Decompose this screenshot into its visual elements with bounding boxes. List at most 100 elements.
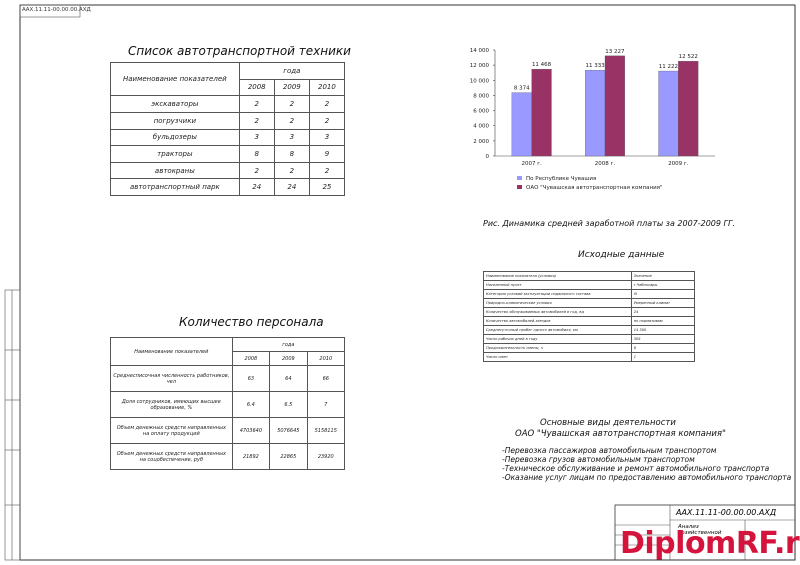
header-cell: года bbox=[238, 62, 346, 80]
title-block-code: ААХ.11.11-00.00.00.АХД bbox=[676, 508, 777, 517]
value-cell: 63 bbox=[231, 365, 271, 392]
table-row: Число смен 1 bbox=[483, 352, 696, 362]
y-tick-label: 0 bbox=[486, 154, 490, 160]
equipment-table: Наименование показателей года 2008 2009 2010… bbox=[110, 61, 346, 196]
header-cell: Наименование показателей bbox=[110, 61, 240, 97]
x-tick-label: 2008 г. bbox=[595, 161, 616, 167]
value-cell: 2 bbox=[273, 161, 310, 180]
activity-item: -Техническое обслуживание и ремонт автом… bbox=[502, 464, 770, 473]
label-cell: автокраны bbox=[110, 161, 240, 180]
header-row: 2008 2009 2010 bbox=[111, 78, 346, 97]
table-row: тракторы 8 8 9 bbox=[110, 145, 346, 163]
year-cell: 2010 bbox=[308, 78, 346, 97]
cell: Число смен bbox=[483, 352, 632, 362]
cell: Количество автомобилей-заездов bbox=[483, 316, 632, 326]
personnel-table: Наименование показателей года 2008 2009 2010… bbox=[110, 337, 346, 470]
value-cell: 9 bbox=[308, 145, 346, 163]
value-cell: 8 bbox=[238, 145, 275, 163]
value-cell: 8 bbox=[273, 145, 310, 163]
table-row: автокраны 2 2 2 bbox=[110, 161, 346, 180]
value-cell: 3 bbox=[273, 128, 310, 147]
legend-swatch bbox=[517, 185, 522, 189]
value-cell: 66 bbox=[306, 365, 346, 392]
value-cell: 2 bbox=[238, 161, 275, 180]
table-row: Природно-климатические условия Умеренный … bbox=[483, 298, 696, 308]
value-cell: 2 bbox=[308, 95, 346, 113]
cell: Среднесуточный пробег одного автомобиля,… bbox=[483, 325, 632, 335]
header-row: Наименование показателей года bbox=[110, 61, 346, 97]
label-cell: Объем денежных средств направленных на о… bbox=[110, 417, 233, 444]
cell: Природно-климатические условия bbox=[483, 298, 632, 308]
bar bbox=[604, 55, 625, 157]
cell: Количество обслуживаемых автомобилей в г… bbox=[483, 307, 632, 317]
cell: г.Чебоксары bbox=[630, 280, 696, 290]
label-cell: тракторы bbox=[110, 145, 240, 163]
activity-list: -Перевозка пассажиров автомобильным тран… bbox=[502, 446, 791, 482]
y-tick-label: 10 000 bbox=[470, 78, 490, 84]
value-cell: 25 bbox=[308, 178, 346, 196]
year-cell: 2009 bbox=[269, 351, 308, 366]
legend-label: ОАО "Чувашская автотранспортная компания… bbox=[526, 185, 663, 191]
year-cell: 2010 bbox=[306, 351, 346, 366]
bar bbox=[658, 70, 679, 157]
table-row: Доля сотрудников, имеющих высшее образов… bbox=[110, 391, 346, 418]
label-cell: Доля сотрудников, имеющих высшее образов… bbox=[110, 391, 233, 418]
table-title: Список автотранспортной техники bbox=[128, 44, 351, 58]
table-row: Количество обслуживаемых автомобилей в г… bbox=[483, 307, 696, 317]
cell: Населенный пункт bbox=[483, 280, 632, 290]
cell: 24 bbox=[630, 307, 696, 317]
value-label: 8 374 bbox=[514, 86, 530, 92]
watermark: DiplomRF.ru bbox=[620, 526, 800, 561]
legend-swatch bbox=[517, 176, 522, 180]
table-row: Объем денежных средств направленных на с… bbox=[110, 443, 346, 470]
table-row: Число рабочих дней в году 305 bbox=[483, 334, 696, 344]
bar bbox=[678, 61, 699, 157]
chart-caption: Рис. Динамика средней заработной платы з… bbox=[483, 219, 735, 228]
header-cell: года bbox=[231, 337, 346, 352]
value-cell: 3 bbox=[238, 128, 275, 147]
activity-item: -Перевозка пассажиров автомобильным тран… bbox=[502, 446, 717, 455]
y-tick-label: 14 000 bbox=[470, 48, 490, 54]
label-cell: Среднесписочная численность работников, … bbox=[110, 365, 233, 392]
year-cell: 2009 bbox=[273, 78, 310, 97]
table-title: Количество персонала bbox=[179, 315, 324, 329]
cell: Число рабочих дней в году bbox=[483, 334, 632, 344]
value-cell: 2 bbox=[273, 111, 310, 130]
cell: 14 300 bbox=[630, 325, 696, 335]
table-row: Категория условий эксплуатации подвижног… bbox=[483, 289, 696, 299]
value-cell: 23920 bbox=[306, 443, 346, 470]
value-cell: 6.4 bbox=[231, 391, 271, 418]
value-cell: 24 bbox=[238, 178, 275, 196]
source-table: Наименование показателя (условия) Значени… bbox=[483, 271, 696, 362]
value-cell: 5076645 bbox=[269, 417, 308, 444]
cell: III bbox=[630, 289, 696, 299]
value-label: 11 468 bbox=[532, 62, 552, 68]
label-cell: экскаваторы bbox=[110, 95, 240, 113]
section-subtitle: ОАО "Чувашская автотранспортная компания… bbox=[515, 429, 726, 439]
value-label: 11 333 bbox=[585, 63, 605, 69]
value-cell: 2 bbox=[308, 111, 346, 130]
label-cell: бульдозеры bbox=[110, 128, 240, 147]
value-cell: 2 bbox=[273, 95, 310, 113]
cell: 1 bbox=[630, 352, 696, 362]
header-cell: Наименование показателей bbox=[110, 337, 233, 366]
table-title: Исходные данные bbox=[578, 250, 665, 260]
label-cell: автотранспортный парк bbox=[110, 178, 240, 196]
value-cell: 6.5 bbox=[269, 391, 308, 418]
y-tick-label: 2 000 bbox=[473, 139, 489, 145]
value-cell: 4703640 bbox=[231, 417, 271, 444]
table-row: Среднесуточный пробег одного автомобиля,… bbox=[483, 325, 696, 335]
year-cell: 2008 bbox=[231, 351, 271, 366]
table-row: бульдозеры 3 3 3 bbox=[110, 128, 346, 147]
header-row: Наименование показателей года bbox=[110, 337, 346, 366]
table-row: Населенный пункт г.Чебоксары bbox=[483, 280, 696, 290]
value-cell: 64 bbox=[269, 365, 308, 392]
cell: Умеренный климат bbox=[630, 298, 696, 308]
bar bbox=[585, 70, 606, 157]
section-title: Основные виды деятельности bbox=[540, 418, 676, 428]
stamp-code: ААХ.11.11-00.00.00.АХД bbox=[22, 7, 91, 13]
y-tick-label: 12 000 bbox=[470, 63, 490, 69]
table-row: Среднесписочная численность работников, … bbox=[110, 365, 346, 392]
